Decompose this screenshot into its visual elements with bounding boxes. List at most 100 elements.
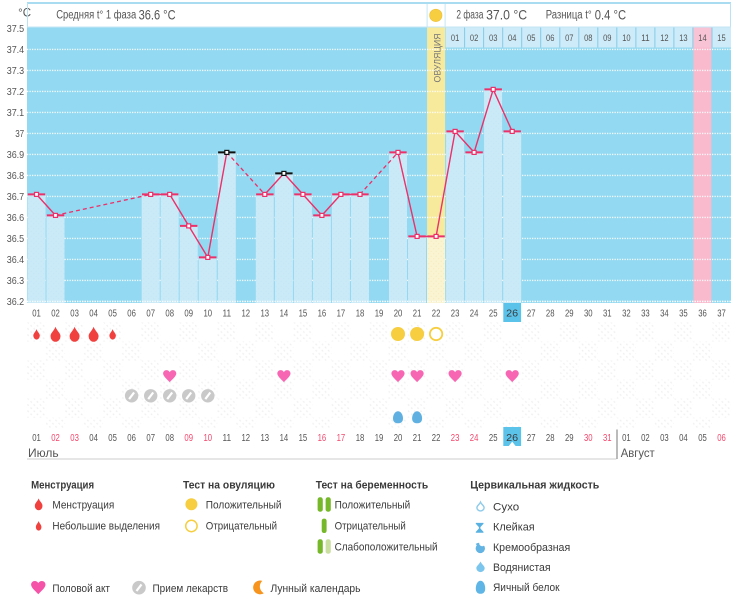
svg-text:09: 09 <box>184 309 193 320</box>
svg-text:17: 17 <box>337 433 346 444</box>
svg-text:11: 11 <box>641 33 649 44</box>
svg-text:06: 06 <box>546 33 554 44</box>
svg-text:05: 05 <box>698 433 707 444</box>
svg-text:Отрицательный: Отрицательный <box>335 521 406 533</box>
svg-text:25: 25 <box>489 433 498 444</box>
svg-text:Отрицательный: Отрицательный <box>206 521 277 533</box>
svg-text:Сухо: Сухо <box>493 501 519 513</box>
svg-text:Клейкая: Клейкая <box>493 522 535 534</box>
svg-text:2 фаза: 2 фаза <box>456 9 483 21</box>
svg-text:Прием лекарств: Прием лекарств <box>153 583 229 595</box>
svg-text:13: 13 <box>261 309 270 320</box>
svg-text:Разница t°: Разница t° <box>546 9 592 21</box>
svg-text:24: 24 <box>470 433 479 444</box>
svg-text:14: 14 <box>698 33 706 44</box>
svg-text:ОВУЛЯЦИЯ: ОВУЛЯЦИЯ <box>432 33 443 82</box>
svg-text:01: 01 <box>622 433 631 444</box>
svg-text:27: 27 <box>527 309 536 320</box>
svg-text:Цервикальная жидкость: Цервикальная жидкость <box>470 480 599 492</box>
svg-text:36: 36 <box>698 309 707 320</box>
svg-text:07: 07 <box>146 309 155 320</box>
svg-text:Июль: Июль <box>28 446 59 460</box>
svg-text:03: 03 <box>70 433 79 444</box>
svg-text:20: 20 <box>394 433 403 444</box>
svg-text:17: 17 <box>337 309 346 320</box>
svg-text:13: 13 <box>679 33 687 44</box>
svg-text:29: 29 <box>565 433 574 444</box>
svg-text:02: 02 <box>641 433 650 444</box>
svg-text:10: 10 <box>622 33 630 44</box>
svg-text:36.6: 36.6 <box>7 213 25 224</box>
svg-text:26: 26 <box>506 432 518 444</box>
svg-text:07: 07 <box>565 33 573 44</box>
svg-text:03: 03 <box>489 33 497 44</box>
svg-text:37.1: 37.1 <box>7 108 25 119</box>
svg-text:08: 08 <box>584 33 592 44</box>
svg-text:32: 32 <box>622 309 631 320</box>
svg-text:02: 02 <box>51 309 60 320</box>
svg-text:02: 02 <box>470 33 478 44</box>
svg-text:24: 24 <box>470 309 479 320</box>
svg-text:37: 37 <box>717 309 726 320</box>
svg-text:11: 11 <box>223 433 232 444</box>
svg-text:36.9: 36.9 <box>7 150 25 161</box>
svg-text:Небольшие выделения: Небольшие выделения <box>52 521 160 533</box>
svg-text:12: 12 <box>660 33 668 44</box>
svg-text:Август: Август <box>621 446 655 460</box>
svg-text:0.4 °C: 0.4 °C <box>595 6 626 22</box>
svg-text:09: 09 <box>184 433 193 444</box>
svg-text:37.5: 37.5 <box>7 24 25 35</box>
svg-text:14: 14 <box>280 433 289 444</box>
svg-text:Кремообразная: Кремообразная <box>493 542 570 554</box>
svg-text:04: 04 <box>679 433 688 444</box>
svg-text:37.0 °C: 37.0 °C <box>486 6 527 22</box>
svg-text:14: 14 <box>280 309 289 320</box>
svg-text:23: 23 <box>451 309 460 320</box>
svg-text:16: 16 <box>318 433 327 444</box>
svg-text:01: 01 <box>451 33 459 44</box>
svg-text:Менструация: Менструация <box>31 480 94 492</box>
svg-text:Слабоположительный: Слабоположительный <box>335 541 438 553</box>
svg-text:36.8: 36.8 <box>7 171 25 182</box>
svg-text:36.2: 36.2 <box>7 297 25 308</box>
svg-text:36.3: 36.3 <box>7 276 25 287</box>
svg-text:06: 06 <box>127 433 136 444</box>
svg-text:Менструация: Менструация <box>52 499 114 511</box>
svg-text:Лунный календарь: Лунный календарь <box>271 583 361 595</box>
svg-text:19: 19 <box>375 309 384 320</box>
svg-text:34: 34 <box>660 309 669 320</box>
svg-text:20: 20 <box>394 309 403 320</box>
svg-text:03: 03 <box>660 433 669 444</box>
svg-text:02: 02 <box>51 433 60 444</box>
svg-text:04: 04 <box>89 309 98 320</box>
svg-text:Положительный: Положительный <box>335 499 411 511</box>
svg-text:25: 25 <box>489 309 498 320</box>
svg-text:19: 19 <box>375 433 384 444</box>
svg-text:15: 15 <box>299 433 308 444</box>
svg-text:12: 12 <box>242 433 251 444</box>
svg-text:36.7: 36.7 <box>7 192 25 203</box>
svg-text:04: 04 <box>508 33 516 44</box>
svg-text:06: 06 <box>127 309 136 320</box>
svg-text:22: 22 <box>432 309 441 320</box>
svg-text:21: 21 <box>413 433 422 444</box>
svg-text:Яичный белок: Яичный белок <box>493 582 560 594</box>
svg-text:13: 13 <box>261 433 270 444</box>
svg-text:26: 26 <box>506 308 518 320</box>
svg-text:15: 15 <box>299 309 308 320</box>
svg-text:03: 03 <box>70 309 79 320</box>
svg-text:30: 30 <box>584 433 593 444</box>
svg-text:36.4: 36.4 <box>7 255 25 266</box>
svg-text:15: 15 <box>717 33 725 44</box>
svg-text:30: 30 <box>584 309 593 320</box>
svg-text:08: 08 <box>165 433 174 444</box>
svg-text:01: 01 <box>32 433 41 444</box>
svg-text:Тест на беременность: Тест на беременность <box>316 480 429 492</box>
svg-text:Половой акт: Половой акт <box>52 583 110 595</box>
svg-text:04: 04 <box>89 433 98 444</box>
svg-text:18: 18 <box>356 309 365 320</box>
svg-text:12: 12 <box>242 309 251 320</box>
svg-text:05: 05 <box>108 309 117 320</box>
svg-text:31: 31 <box>603 309 612 320</box>
svg-text:21: 21 <box>413 309 422 320</box>
